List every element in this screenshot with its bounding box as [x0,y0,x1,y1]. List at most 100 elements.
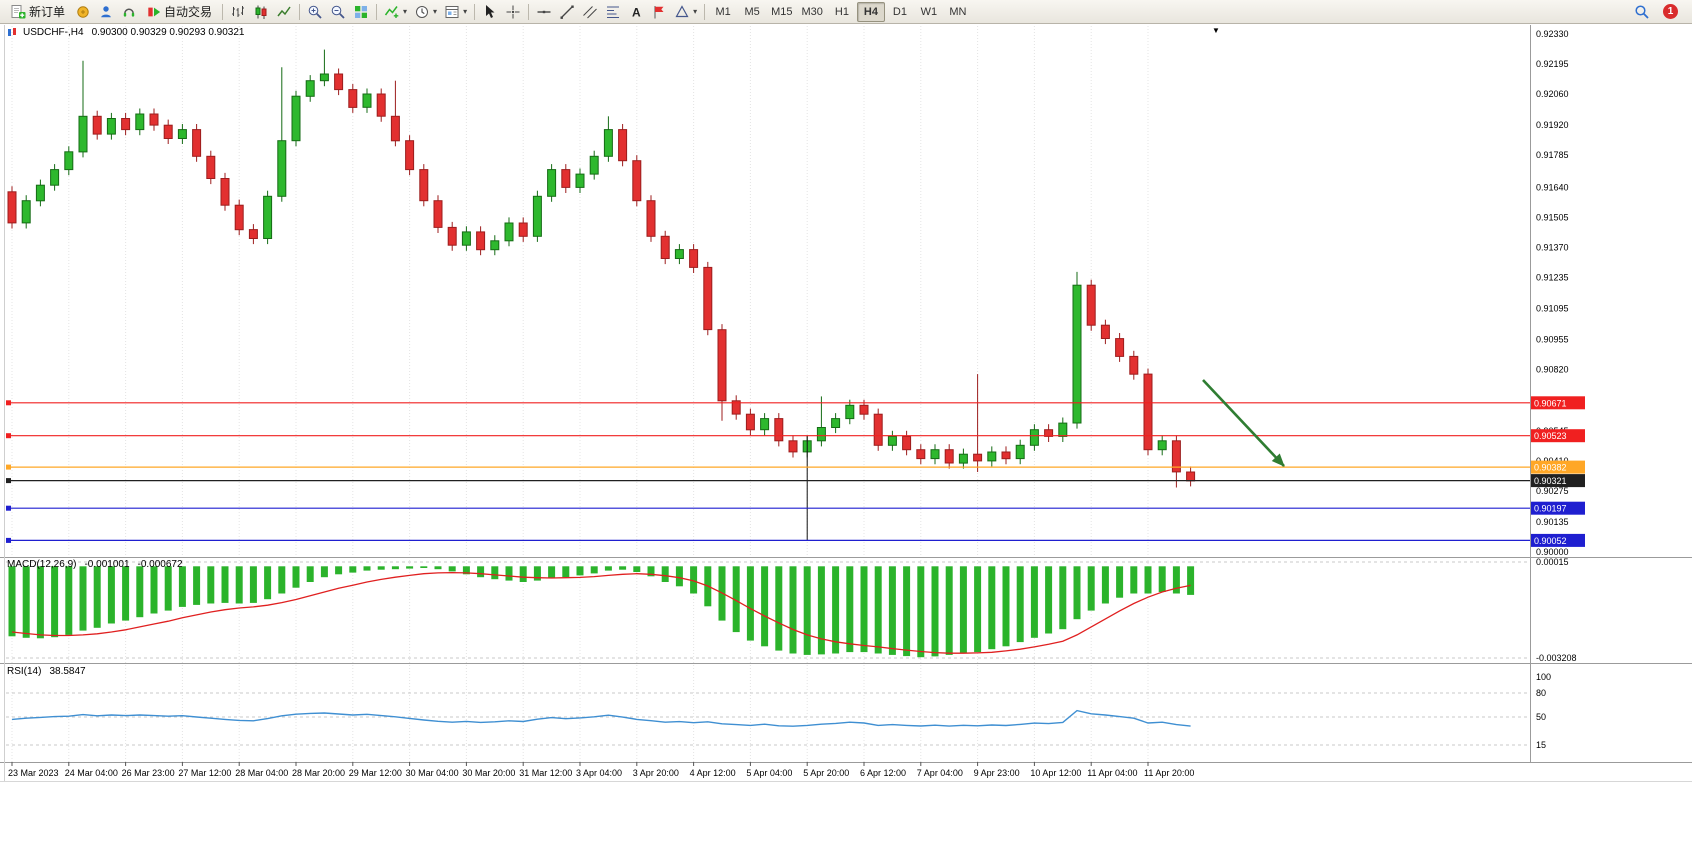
line-chart-button[interactable] [273,2,295,22]
timeframe-button-m5[interactable]: M5 [744,5,760,18]
cursor-button[interactable] [479,2,501,22]
timeframe-button-w1[interactable]: W1 [920,5,938,18]
templates-button[interactable]: ▾ [441,2,470,22]
candle-body [220,178,230,206]
timeframe-button-m15[interactable]: M15 [771,5,793,18]
notification-badge[interactable]: 1 [1663,4,1678,19]
price-tag-label: 0.90671 [1534,398,1567,408]
timeframe-toolbar: M1 M5 M15 M30 H1 H4 D1 W1 MN [709,1,972,22]
macd-bar [136,566,144,618]
macd-bar [420,566,428,568]
candlestick-button[interactable] [250,2,272,22]
community-icon [101,5,111,17]
macd-bar [1158,566,1166,592]
trend-arrow-head[interactable] [1271,453,1289,470]
autotrading-button[interactable]: 自动交易 [141,2,218,22]
community-button[interactable] [95,2,117,22]
timeframe-button-m30[interactable]: M30 [801,5,823,18]
new-order-button[interactable]: 新订单 [4,2,71,22]
macd-bar [1087,566,1095,611]
candle-body [106,118,116,135]
macd-bar [761,566,769,647]
candle-body [845,404,855,420]
periods-button[interactable]: ▾ [411,2,440,22]
level-handle[interactable] [6,537,11,543]
toolbar-separator [528,3,530,20]
level-handle[interactable] [6,505,11,511]
level-handle[interactable] [6,464,11,470]
zoom-out-button[interactable] [327,2,349,22]
macd-bar [193,566,201,605]
candle-body [419,169,429,202]
candle-body [660,235,670,260]
candle-body [1044,429,1054,437]
market-button[interactable] [72,2,94,22]
candle-body [987,451,997,462]
macd-bar [1172,566,1180,594]
horizontal-line-button[interactable] [533,2,555,22]
date-label: 28 Mar 20:00 [292,768,345,778]
candle-body [774,418,784,442]
candle-body [248,229,258,240]
level-handle[interactable] [6,478,11,484]
price-axis-label: 0.91370 [1536,242,1569,252]
level-handle[interactable] [6,400,11,406]
channel-button[interactable] [579,2,601,22]
timeframe-button-h4[interactable]: H4 [856,1,885,22]
candle-body [717,329,727,402]
chevron-down-icon: ▾ [463,6,468,16]
price-axis-label: 0.91095 [1536,304,1569,314]
autotrading-icon [148,7,161,16]
candle-body [277,140,287,197]
candle-body [1001,451,1011,460]
timeframe-button-h1[interactable]: H1 [834,5,849,18]
timeframe-button-d1[interactable]: D1 [892,5,907,18]
candle-body [348,89,358,108]
candle-body [78,115,88,153]
macd-bar [51,566,59,638]
macd-bar [1073,566,1081,620]
candle-body [35,184,45,202]
macd-bar [988,566,996,650]
candle-body [1186,471,1196,482]
candle-body [1072,284,1082,424]
price-tag-label: 0.90197 [1534,504,1567,514]
candle-body [490,240,500,251]
timeframe-button-m1[interactable]: M1 [715,5,731,18]
tile-windows-button[interactable] [350,2,372,22]
macd-bar [675,566,683,587]
fibonacci-button[interactable] [602,2,624,22]
zoom-in-button[interactable] [304,2,326,22]
candle-body [21,200,31,224]
macd-bar [1045,566,1053,634]
text-tool-button[interactable]: A [625,2,647,22]
price-axis-label: 0.92060 [1536,89,1569,99]
toolbar-right: 1 [1631,2,1678,22]
crosshair-button[interactable] [502,2,524,22]
macd-bar [647,566,655,577]
candle-body [92,115,102,135]
macd-bar [1030,566,1038,638]
candle-body [1015,444,1025,460]
macd-bar [1144,566,1152,594]
support-button[interactable] [118,2,140,22]
trendline-button[interactable] [556,2,578,22]
level-handle[interactable] [6,433,11,439]
bar-chart-button[interactable] [227,2,249,22]
macd-bar [519,566,527,582]
indicators-button[interactable]: ▾ [381,2,410,22]
timeframe-button-mn[interactable]: MN [949,5,967,18]
candle-body [192,129,202,157]
trend-arrow[interactable] [1202,379,1285,467]
shapes-button[interactable]: ▾ [671,2,700,22]
price-tag [1531,429,1585,443]
price-axis-label: 0.91920 [1536,120,1569,130]
macd-bar [775,566,783,651]
search-button[interactable] [1631,2,1653,22]
macd-bar [576,566,584,576]
label-tool-button[interactable] [648,2,670,22]
price-axis-label: 0.90275 [1536,486,1569,496]
macd-bar [207,566,215,604]
